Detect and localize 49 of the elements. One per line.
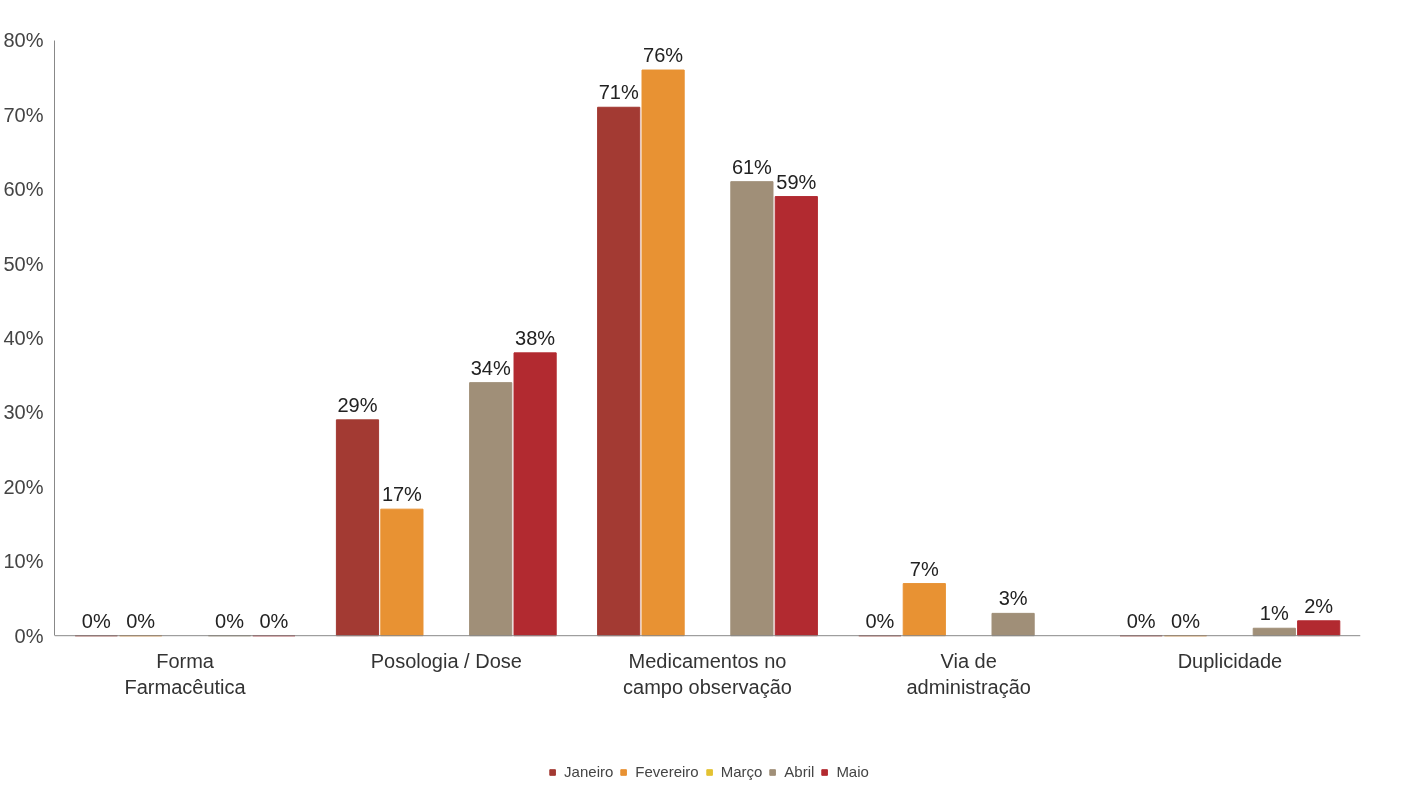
data-label: 0% bbox=[259, 609, 289, 632]
data-label: 3% bbox=[998, 587, 1028, 610]
data-label: 34% bbox=[470, 356, 511, 379]
x-tick-label: Posologia / Dose bbox=[370, 649, 522, 672]
y-tick-label: 30% bbox=[3, 401, 44, 424]
data-label: 29% bbox=[337, 393, 378, 416]
legend-label: Março bbox=[720, 763, 763, 780]
y-tick-label: 20% bbox=[3, 475, 44, 498]
y-tick-label: 50% bbox=[3, 252, 44, 275]
data-label: 0% bbox=[215, 609, 245, 632]
bar bbox=[335, 419, 380, 637]
bar bbox=[641, 69, 685, 637]
bar bbox=[774, 196, 818, 637]
data-label: 71% bbox=[598, 81, 639, 104]
x-tick-label: Via de administração bbox=[906, 649, 1031, 699]
data-label: 0% bbox=[126, 609, 156, 632]
data-label: 0% bbox=[1171, 609, 1201, 632]
bar bbox=[1297, 620, 1341, 637]
legend-label: Abril bbox=[784, 763, 815, 780]
data-label: 7% bbox=[909, 557, 939, 580]
data-label: 76% bbox=[643, 44, 684, 67]
legend-label: Janeiro bbox=[564, 763, 614, 780]
y-tick-label: 80% bbox=[3, 29, 44, 52]
y-tick-label: 70% bbox=[3, 103, 44, 126]
data-label: 61% bbox=[731, 155, 773, 178]
data-label: 2% bbox=[1304, 594, 1334, 617]
bar bbox=[730, 181, 774, 637]
data-label: 17% bbox=[381, 483, 423, 506]
data-label: 1% bbox=[1259, 602, 1289, 625]
data-label: 0% bbox=[81, 609, 111, 632]
bar bbox=[513, 352, 557, 637]
bar bbox=[902, 583, 946, 637]
x-tick-label: Forma Farmacêutica bbox=[124, 649, 247, 699]
x-tick-label: Medicamentos no campo observação bbox=[623, 649, 792, 699]
x-tick-label: Duplicidade bbox=[1177, 649, 1283, 672]
y-tick-label: 10% bbox=[3, 550, 44, 573]
data-label: 38% bbox=[515, 326, 556, 349]
legend-label: Fevereiro bbox=[635, 763, 699, 780]
data-label: 0% bbox=[1126, 609, 1156, 632]
y-tick-label: 40% bbox=[3, 326, 44, 349]
bar bbox=[597, 106, 641, 637]
legend-label: Maio bbox=[836, 763, 869, 780]
bar bbox=[991, 612, 1035, 637]
y-tick-label: 60% bbox=[3, 178, 44, 201]
data-label: 59% bbox=[776, 170, 817, 193]
bar bbox=[469, 382, 513, 637]
data-label: 0% bbox=[865, 609, 895, 632]
bar bbox=[380, 508, 424, 637]
y-tick-label: 0% bbox=[14, 624, 44, 647]
